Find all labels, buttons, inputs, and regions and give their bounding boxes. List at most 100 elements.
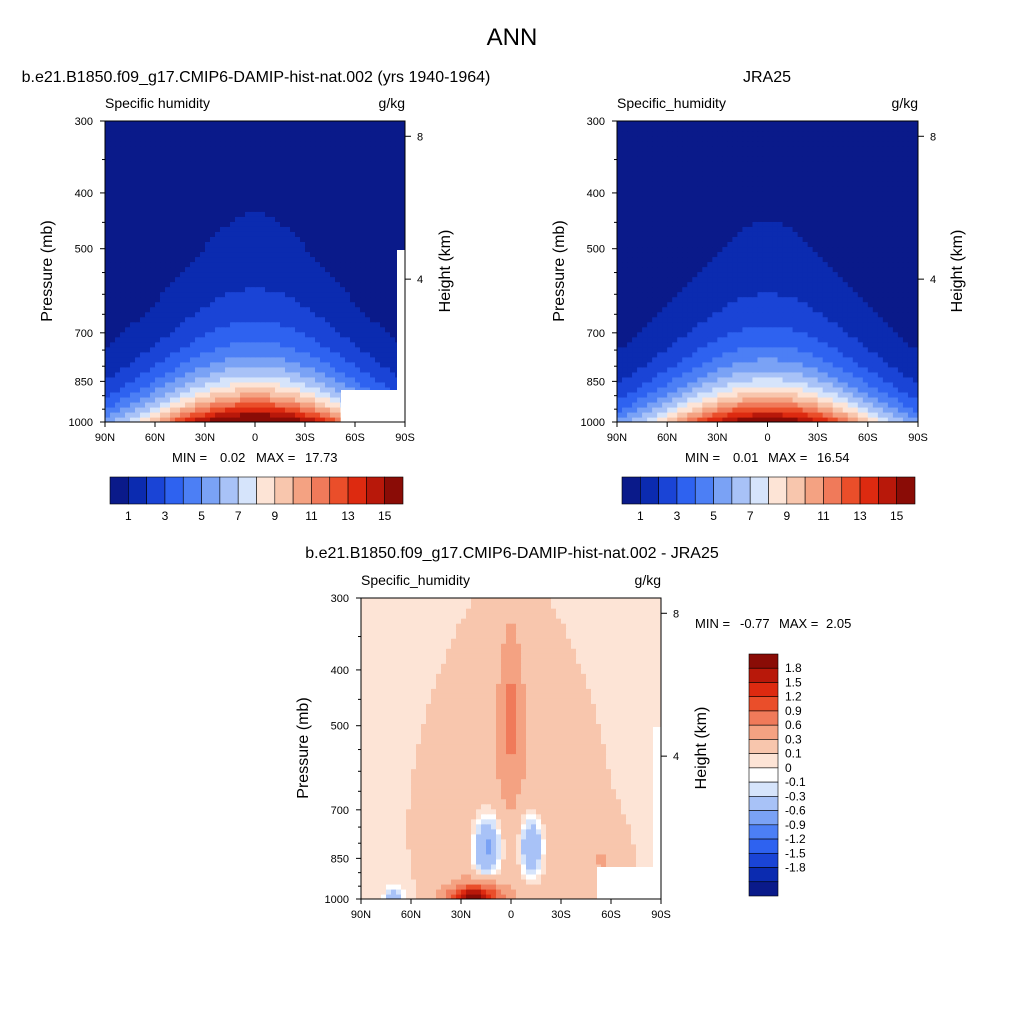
field-cell xyxy=(110,276,116,283)
field-cell xyxy=(105,211,111,217)
field-cell xyxy=(305,416,311,422)
field-cell xyxy=(280,241,286,248)
field-cell xyxy=(385,321,391,328)
field-cell xyxy=(827,376,834,383)
field-cell xyxy=(160,416,166,422)
field-cell xyxy=(390,261,396,268)
field-cell xyxy=(867,346,874,353)
field-cell xyxy=(315,221,321,227)
field-cell xyxy=(235,316,241,323)
field-cell xyxy=(762,326,769,333)
field-cell xyxy=(285,351,291,358)
field-cell xyxy=(305,396,311,403)
field-cell xyxy=(390,161,396,167)
field-cell xyxy=(395,226,401,232)
field-cell xyxy=(240,301,246,308)
field-cell xyxy=(190,366,196,373)
field-cell xyxy=(325,121,331,127)
field-cell xyxy=(390,271,396,278)
field-cell xyxy=(230,291,236,298)
field-cell xyxy=(365,326,371,333)
field-cell xyxy=(722,331,728,338)
field-cell xyxy=(250,406,256,413)
field-cell xyxy=(722,386,728,393)
field-cell xyxy=(260,201,266,207)
field-cell xyxy=(155,406,161,413)
field-cell xyxy=(180,141,186,147)
field-cell xyxy=(330,261,336,268)
field-cell xyxy=(390,121,396,127)
field-cell xyxy=(180,131,186,137)
field-cell xyxy=(115,226,121,232)
field-cell xyxy=(300,401,306,408)
field-cell xyxy=(185,411,191,418)
field-cell xyxy=(682,341,688,348)
field-cell xyxy=(912,396,918,403)
field-cell xyxy=(365,356,371,363)
field-cell xyxy=(205,216,211,222)
field-cell xyxy=(255,216,261,222)
field-cell xyxy=(320,161,326,167)
figure-title: ANN xyxy=(486,24,538,51)
field-cell xyxy=(135,236,141,242)
field-cell xyxy=(842,386,849,393)
field-cell xyxy=(315,416,321,422)
field-cell xyxy=(395,241,401,248)
field-cell xyxy=(175,331,181,338)
field-cell xyxy=(310,146,316,152)
field-cell xyxy=(255,301,261,308)
field-cell xyxy=(872,396,879,403)
field-cell xyxy=(325,281,331,288)
field-cell xyxy=(125,156,131,162)
field-cell xyxy=(817,346,824,353)
field-cell xyxy=(260,386,266,393)
field-cell xyxy=(235,126,241,132)
field-cell xyxy=(737,371,744,378)
field-cell xyxy=(762,311,769,318)
field-cell xyxy=(105,136,111,142)
field-cell xyxy=(170,206,176,212)
field-cell xyxy=(360,266,366,273)
field-cell xyxy=(325,381,331,388)
field-cell xyxy=(380,301,386,308)
field-cell xyxy=(280,346,286,353)
field-cell xyxy=(370,346,376,353)
field-cell xyxy=(385,371,391,378)
field-cell xyxy=(270,166,276,172)
field-cell xyxy=(737,401,744,408)
field-cell xyxy=(145,401,151,408)
field-cell xyxy=(155,256,161,263)
field-cell xyxy=(230,146,236,152)
field-cell xyxy=(300,206,306,212)
panel-model-units-label: g/kg xyxy=(379,95,405,111)
field-cell xyxy=(115,316,121,323)
field-cell xyxy=(145,306,151,313)
field-cell xyxy=(365,271,371,278)
field-cell xyxy=(370,216,376,222)
field-cell xyxy=(315,186,321,192)
field-cell xyxy=(687,361,693,368)
field-cell xyxy=(395,196,401,202)
field-cell xyxy=(360,261,366,268)
field-cell xyxy=(747,411,754,418)
field-cell xyxy=(325,231,331,237)
field-cell xyxy=(210,236,216,242)
field-cell xyxy=(350,166,356,172)
field-cell xyxy=(380,271,386,278)
field-cell xyxy=(320,316,326,323)
field-cell xyxy=(230,391,236,398)
field-cell xyxy=(110,246,116,253)
field-cell xyxy=(632,331,638,338)
field-cell xyxy=(265,226,271,232)
field-cell xyxy=(225,391,231,398)
field-cell xyxy=(360,181,366,187)
field-cell xyxy=(390,346,396,353)
field-cell xyxy=(130,161,136,167)
field-cell xyxy=(245,391,251,398)
field-cell xyxy=(210,401,216,408)
field-cell xyxy=(165,226,171,232)
field-cell xyxy=(170,136,176,142)
field-cell xyxy=(320,186,326,192)
field-cell xyxy=(320,341,326,348)
field-cell xyxy=(867,311,874,318)
